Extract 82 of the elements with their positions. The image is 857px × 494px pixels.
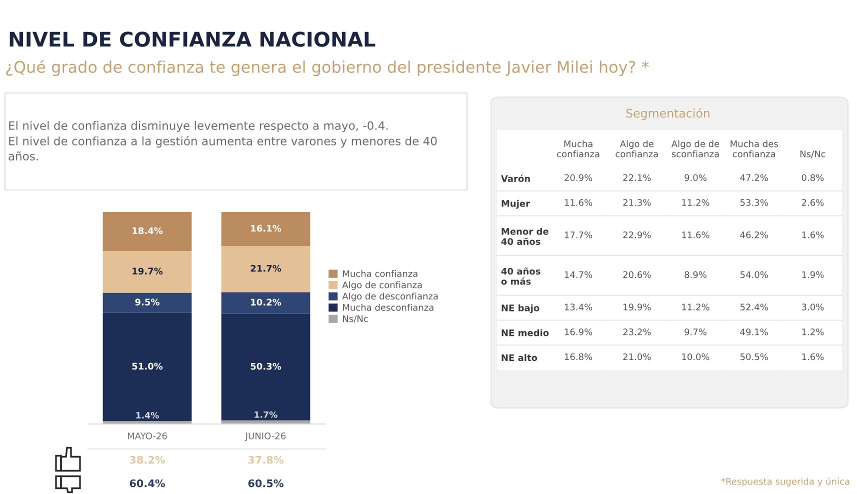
- data-label: 19.9%: [624, 304, 651, 310]
- y-tick-label: Varón: [500, 174, 530, 182]
- data-label: 49.1%: [740, 328, 768, 336]
- data-label: 22.9%: [623, 231, 651, 238]
- data-label: 51.0%: [132, 362, 163, 370]
- data-label: 9.7%: [684, 328, 706, 336]
- data-label: 18.4%: [132, 227, 163, 234]
- data-label: 52.4%: [740, 304, 768, 310]
- data-label: 9.0%: [684, 174, 706, 182]
- data-label: 1.7%: [254, 411, 278, 418]
- data-label: 22.1%: [623, 174, 651, 182]
- x-tick-label: MAYO-26: [128, 432, 167, 440]
- bar: [221, 212, 310, 246]
- chart-title: Segmentación: [626, 108, 710, 120]
- legend-label: Ns/Nc: [343, 315, 368, 323]
- data-label: 20.6%: [623, 271, 651, 278]
- data-label: 54.0%: [740, 271, 768, 278]
- text: *Respuesta sugerida y única: [721, 477, 850, 487]
- bar: [102, 292, 192, 313]
- data-label: 16.9%: [564, 328, 592, 336]
- data-label: 10.0%: [682, 353, 710, 360]
- data-label: 1.6%: [802, 353, 824, 360]
- data-label: 50.5%: [740, 353, 768, 360]
- data-label: 19.7%: [132, 268, 163, 275]
- x-tick-label: Mucha des confianza: [730, 140, 778, 158]
- data-label: 3.0%: [802, 304, 824, 310]
- data-label: 10.2%: [251, 298, 282, 306]
- bar: [221, 246, 310, 292]
- data-label: 9.5%: [135, 298, 160, 306]
- data-label: 16.8%: [564, 353, 592, 360]
- data-label: 21.0%: [623, 353, 651, 360]
- data-label: 11.2%: [682, 199, 710, 206]
- x-tick-label: Ns/Nc: [800, 150, 826, 158]
- legend-label: Mucha confianza: [343, 270, 418, 278]
- legend-label: Algo de confianza: [342, 281, 422, 290]
- chart-subtitle: ¿Qué grado de confianza te genera el gobierno del presidente Javier Milei hoy? *: [6, 60, 649, 76]
- y-tick-label: NE alto: [502, 354, 538, 362]
- y-tick-label: NE bajo: [502, 304, 540, 314]
- bar: [221, 292, 310, 314]
- data-label: 1.9%: [802, 271, 824, 278]
- data-label: 11.2%: [682, 304, 710, 310]
- bar: [221, 314, 310, 420]
- legend-label: Mucha desconfianza: [343, 304, 434, 311]
- data-label: 1.6%: [802, 231, 824, 238]
- data-label: 37.8%: [248, 456, 284, 464]
- y-tick-label: NE medio: [502, 329, 549, 336]
- bar: [102, 251, 192, 293]
- data-label: 47.2%: [740, 174, 768, 182]
- bar: [102, 212, 192, 252]
- data-label: 8.9%: [684, 271, 706, 278]
- data-label: 50.3%: [250, 362, 282, 370]
- data-label: 21.7%: [250, 264, 282, 272]
- data-label: 2.6%: [802, 199, 824, 206]
- chart-title: NIVEL DE CONFIANZA NACIONAL: [10, 32, 376, 47]
- data-label: 1.2%: [802, 328, 824, 336]
- data-label: 60.5%: [248, 479, 284, 488]
- x-tick-label: Algo de confianza: [616, 140, 658, 158]
- data-label: 38.2%: [130, 456, 165, 464]
- y-tick-label: 40 años o más: [501, 268, 540, 285]
- data-label: 53.3%: [740, 199, 768, 206]
- data-label: 14.7%: [564, 271, 592, 278]
- data-label: 23.2%: [623, 328, 651, 336]
- y-tick-label: Mujer: [502, 200, 530, 209]
- data-label: 13.4%: [564, 304, 592, 310]
- data-label: 11.6%: [564, 199, 592, 206]
- data-label: 16.1%: [251, 224, 282, 232]
- y-tick-label: Menor de 40 años: [501, 228, 548, 245]
- data-label: 21.3%: [623, 199, 651, 206]
- data-label: 20.9%: [564, 174, 592, 182]
- legend-label: Algo de desconfianza: [342, 292, 438, 302]
- text: El nivel de confianza disminuye levemente respecto a mayo, -0.4.: [9, 121, 388, 132]
- data-label: 1.4%: [136, 412, 159, 419]
- data-label: 11.6%: [682, 231, 710, 238]
- x-tick-label: Algo de de sconfianza: [671, 140, 720, 158]
- data-label: 0.8%: [802, 174, 824, 182]
- x-tick-label: Mucha confianza: [557, 140, 600, 158]
- text: El nivel de confianza a la gestión aumenta entre varones y menores de 40 años.: [8, 136, 437, 160]
- data-label: 17.7%: [564, 231, 592, 238]
- bar: [102, 312, 192, 422]
- data-label: 46.2%: [740, 231, 768, 238]
- x-tick-label: JUNIO-26: [244, 432, 286, 441]
- data-label: 60.4%: [130, 479, 165, 488]
